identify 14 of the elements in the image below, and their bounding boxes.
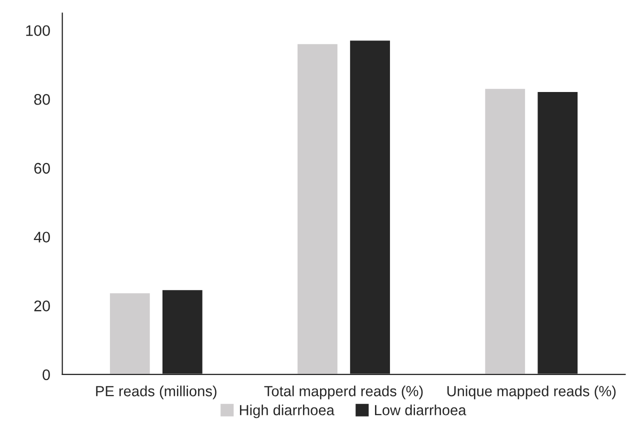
x-tick-label: Unique mapped reads (%) (447, 386, 616, 400)
y-tick-label: 40 (34, 232, 50, 243)
y-tick-label: 80 (34, 94, 50, 105)
y-tick-label: 100 (26, 25, 50, 36)
x-tick-label: PE reads (millions) (96, 386, 216, 400)
bar (484, 87, 526, 374)
y-tick-label: 0 (42, 369, 50, 380)
y-tick-label: 20 (34, 300, 50, 312)
x-tick-label: Total mapperd reads (%) (264, 386, 423, 400)
y-tick-label: 60 (34, 162, 50, 174)
bar (296, 42, 339, 374)
legend-label: Low diarrhoea (375, 404, 466, 416)
legend-label: High diarrhoea (240, 404, 334, 418)
bar (108, 292, 152, 374)
